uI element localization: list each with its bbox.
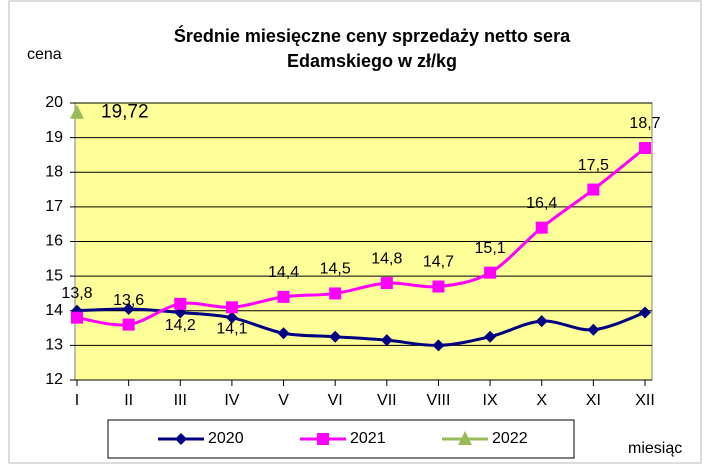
legend-marker (458, 431, 472, 445)
x-tick-label: XI (586, 392, 601, 409)
data-label: 19,72 (101, 102, 149, 123)
y-tick-label: 16 (45, 233, 63, 250)
y-tick-label: 17 (45, 198, 63, 215)
point (225, 301, 238, 314)
x-tick-label: IV (224, 392, 239, 409)
data-label: 14,4 (268, 264, 299, 281)
point (432, 280, 445, 293)
x-tick-label: III (174, 392, 187, 409)
y-tick-label: 19 (45, 129, 63, 146)
data-label: 14,8 (371, 250, 402, 267)
data-label: 14,1 (216, 321, 247, 338)
legend-marker (175, 433, 187, 445)
point (122, 318, 135, 331)
x-tick-label: V (278, 392, 289, 409)
point (329, 330, 342, 343)
legend-label: 2021 (350, 430, 386, 447)
data-label: 15,1 (475, 240, 506, 257)
y-tick-label: 12 (45, 371, 63, 388)
point (484, 330, 497, 343)
data-label: 14,5 (320, 261, 351, 278)
data-label: 16,4 (526, 195, 557, 212)
y-tick-label: 18 (45, 163, 63, 180)
data-label: 18,7 (629, 115, 660, 132)
point (122, 303, 135, 316)
chart-title: Edamskiego w zł/kg (287, 51, 457, 71)
data-label: 17,5 (578, 157, 609, 174)
y-axis-label: cena (27, 46, 62, 63)
x-tick-label: X (536, 392, 547, 409)
x-tick-label: IX (483, 392, 498, 409)
data-label: 14,2 (165, 317, 196, 334)
data-label: 13,6 (113, 292, 144, 309)
x-tick-label: II (124, 392, 133, 409)
point (639, 306, 651, 319)
point (535, 221, 548, 234)
point (535, 315, 548, 328)
x-tick-label: VIII (426, 392, 450, 409)
point (71, 311, 83, 324)
point (225, 311, 238, 324)
point (380, 277, 393, 290)
point (587, 183, 600, 196)
x-axis-label: miesiąc (628, 440, 682, 457)
x-tick-label: XII (635, 392, 655, 409)
x-tick-label: VI (328, 392, 343, 409)
x-tick-label: I (75, 392, 79, 409)
y-tick-label: 15 (45, 267, 63, 284)
y-tick-label: 20 (45, 94, 63, 111)
chart-title: Średnie miesięczne ceny sprzedaży netto … (174, 25, 571, 46)
point (329, 287, 342, 300)
point (484, 266, 497, 279)
point (174, 297, 187, 310)
legend-marker (317, 433, 329, 445)
point (432, 339, 445, 352)
x-tick-label: VII (377, 392, 397, 409)
y-tick-label: 14 (45, 302, 63, 319)
point (277, 327, 290, 340)
data-label: 13,8 (61, 285, 92, 302)
point (380, 334, 393, 347)
data-label: 14,7 (423, 254, 454, 271)
point (70, 104, 84, 119)
point (277, 290, 290, 303)
point (587, 323, 600, 336)
legend-label: 2020 (208, 430, 244, 447)
point (639, 142, 651, 155)
legend-label: 2022 (492, 430, 528, 447)
y-tick-label: 13 (45, 337, 63, 354)
